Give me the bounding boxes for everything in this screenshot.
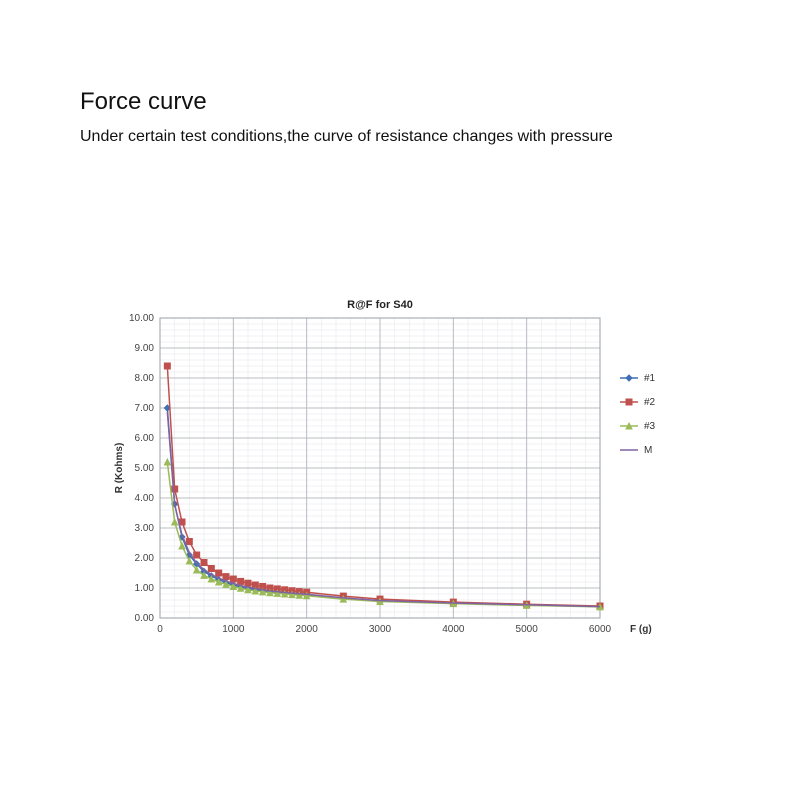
svg-text:9.00: 9.00	[135, 343, 155, 354]
svg-text:0: 0	[157, 624, 163, 635]
page-title: Force curve	[80, 88, 207, 116]
svg-text:4000: 4000	[442, 624, 465, 635]
svg-text:#3: #3	[644, 421, 656, 432]
svg-text:#2: #2	[644, 397, 656, 408]
svg-text:F (g): F (g)	[630, 624, 652, 635]
svg-text:5.00: 5.00	[135, 463, 155, 474]
chart-svg: 0 1000 2000 3000 4000 5000 6000 0.00 1.00 2.00 3.0…	[100, 290, 700, 650]
svg-text:1.00: 1.00	[135, 583, 155, 594]
svg-text:6.00: 6.00	[135, 433, 155, 444]
svg-text:7.00: 7.00	[135, 403, 155, 414]
svg-text:R@F for S40: R@F for S40	[347, 299, 413, 311]
svg-text:10.00: 10.00	[129, 313, 154, 324]
svg-text:6000: 6000	[589, 624, 612, 635]
svg-text:0.00: 0.00	[135, 613, 155, 624]
page-subtitle: Under certain test conditions,the curve …	[80, 128, 613, 146]
svg-text:1000: 1000	[222, 624, 245, 635]
svg-text:2000: 2000	[296, 624, 319, 635]
svg-text:3000: 3000	[369, 624, 392, 635]
svg-text:8.00: 8.00	[135, 373, 155, 384]
svg-text:5000: 5000	[516, 624, 539, 635]
svg-text:2.00: 2.00	[135, 553, 155, 564]
svg-text:3.00: 3.00	[135, 523, 155, 534]
svg-text:M: M	[644, 445, 652, 456]
svg-text:R (Kohms): R (Kohms)	[114, 443, 125, 494]
svg-text:4.00: 4.00	[135, 493, 155, 504]
svg-text:#1: #1	[644, 373, 656, 384]
force-curve-chart: 0 1000 2000 3000 4000 5000 6000 0.00 1.00 2.00 3.0…	[100, 290, 700, 650]
